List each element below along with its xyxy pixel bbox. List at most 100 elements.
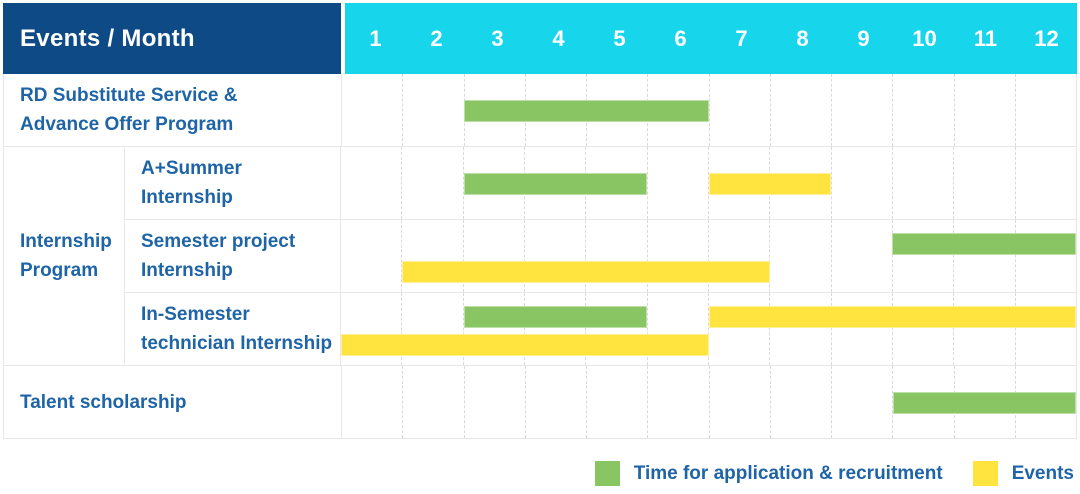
row-label-line: Semester project (141, 231, 296, 252)
row-label-line: In-Semester (141, 304, 250, 325)
month-column (953, 147, 1014, 219)
month-column (523, 220, 585, 292)
month-column (707, 147, 769, 219)
row-label-line: Talent scholarship (20, 391, 187, 413)
row-label: Semester project Internship (125, 220, 341, 292)
gantt-bar-application (463, 306, 648, 328)
month-column (463, 74, 525, 146)
table-row: Talent scholarship (4, 365, 1076, 438)
legend: Time for application & recruitment Events (594, 461, 1074, 486)
group-label: Internship Program (4, 147, 125, 365)
month-column (523, 293, 585, 365)
group-subrows: A+Summer Internship Semester project Intern… (125, 147, 1076, 365)
row-label: In-Semester technician Internship (125, 293, 341, 365)
legend-swatch-application (594, 461, 620, 486)
row-label-line: RD Substitute Service & (20, 85, 238, 106)
month-column (462, 147, 524, 219)
month-column (708, 74, 770, 146)
month-column (402, 366, 463, 438)
month-column (953, 293, 1014, 365)
month-column (831, 74, 892, 146)
month-column (831, 366, 892, 438)
month-column (585, 293, 646, 365)
events-month-header-title: Events / Month (3, 3, 341, 74)
gantt-bar-event (341, 334, 709, 356)
table-header: Events / Month 1 2 3 4 5 6 7 8 9 10 11 12 (3, 3, 1077, 74)
month-header-cell: 4 (552, 25, 565, 51)
row-label-line: A+Summer (141, 158, 242, 179)
table-body: RD Substitute Service & Advance Offer Pro… (3, 74, 1077, 439)
month-header-cell: 5 (613, 25, 626, 51)
gantt-bar-application (892, 233, 1076, 255)
gantt-bar-application (463, 173, 648, 195)
legend-swatch-event (972, 461, 998, 486)
month-column (462, 293, 524, 365)
month-column (953, 220, 1014, 292)
month-header-cell: 9 (857, 25, 870, 51)
gantt-bar-event (708, 173, 831, 195)
month-column (891, 147, 953, 219)
row-label: RD Substitute Service & Advance Offer Pro… (4, 74, 342, 146)
month-column (341, 147, 401, 219)
month-column (707, 293, 769, 365)
month-column (646, 147, 708, 219)
month-header-row: 1 2 3 4 5 6 7 8 9 10 11 12 (345, 3, 1077, 74)
legend-item: Time for application & recruitment (594, 461, 943, 486)
month-column (342, 366, 402, 438)
row-label-line: Internship (20, 231, 112, 252)
month-column (646, 293, 708, 365)
row-label-line: Advance Offer Program (20, 114, 234, 135)
month-column (891, 293, 953, 365)
events-table: Events / Month 1 2 3 4 5 6 7 8 9 10 11 12 RD Substi… (3, 3, 1077, 439)
month-header-cell: 3 (491, 25, 504, 51)
month-header-cell: 2 (430, 25, 443, 51)
month-column (707, 220, 769, 292)
legend-label: Events (1011, 462, 1074, 484)
month-column (891, 220, 953, 292)
month-column (462, 220, 524, 292)
month-column (769, 293, 830, 365)
month-column (769, 366, 831, 438)
month-column (1014, 293, 1076, 365)
row-label-line: Internship (141, 260, 233, 281)
month-header-cell: 7 (735, 25, 748, 51)
gantt-bar-event (402, 261, 770, 283)
row-label-line: technician Internship (141, 333, 333, 354)
table-row: Semester project Internship (125, 219, 1076, 292)
month-column (769, 220, 830, 292)
table-row: A+Summer Internship (125, 147, 1076, 219)
month-column (1014, 74, 1076, 146)
month-column (953, 74, 1015, 146)
month-column (892, 74, 953, 146)
table-row-group: Internship Program A+Summer Internship Semes… (4, 146, 1076, 365)
month-column (1014, 147, 1076, 219)
month-column (1014, 220, 1076, 292)
month-column (401, 147, 462, 219)
month-column (524, 366, 586, 438)
row-label-line: Program (20, 260, 99, 281)
month-grid (341, 147, 1076, 219)
month-header-cell: 11 (973, 25, 998, 51)
month-column (341, 220, 401, 292)
month-column (830, 220, 892, 292)
month-grid (342, 366, 1076, 438)
month-column (401, 293, 462, 365)
gantt-bar-event (708, 306, 1076, 328)
month-header-cell: 1 (369, 25, 382, 51)
month-grid (342, 74, 1076, 146)
month-column (769, 74, 831, 146)
month-column (401, 220, 462, 292)
month-header-cell: 6 (674, 25, 687, 51)
month-column (586, 366, 647, 438)
row-label-line: Internship (141, 187, 233, 208)
month-column (342, 74, 402, 146)
table-row: RD Substitute Service & Advance Offer Pro… (4, 74, 1076, 146)
month-column (830, 293, 892, 365)
month-column (646, 220, 708, 292)
month-column (585, 220, 646, 292)
month-column (402, 74, 463, 146)
month-header-cell: 8 (796, 25, 809, 51)
month-column (463, 366, 525, 438)
legend-item: Events (972, 461, 1074, 486)
